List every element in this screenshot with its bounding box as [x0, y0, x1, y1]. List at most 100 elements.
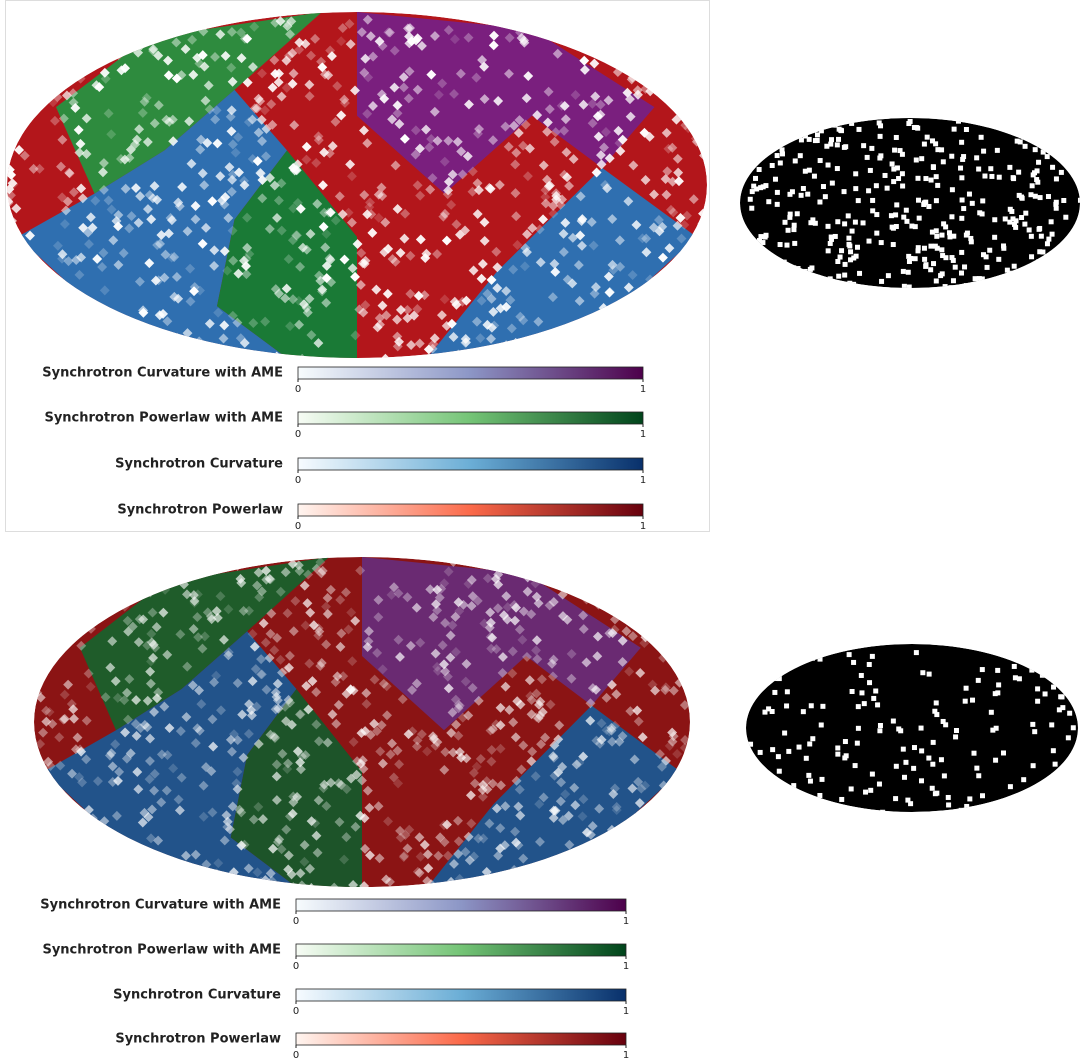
mask-pixel	[812, 174, 817, 179]
mask-pixel	[1006, 284, 1011, 289]
pixel	[679, 311, 689, 321]
pixel	[647, 309, 657, 319]
mask-pixel	[906, 254, 911, 259]
pixel	[665, 304, 675, 314]
pixel	[667, 334, 677, 344]
mask-pixel	[838, 255, 843, 260]
mask-pixel	[829, 137, 834, 142]
mask-pixel	[911, 766, 916, 771]
mask-pixel	[917, 216, 922, 221]
mask-pixel	[1008, 784, 1013, 789]
mask-pixel	[787, 192, 792, 197]
mask-pixel	[940, 271, 945, 276]
pixel	[619, 829, 629, 839]
pixel	[124, 869, 134, 879]
mask-pixel	[817, 793, 822, 798]
mask-pixel	[1017, 121, 1022, 126]
mask-pixel	[808, 278, 813, 283]
pixel	[663, 283, 673, 293]
pixel	[699, 106, 709, 116]
pixel	[108, 583, 118, 593]
pixel	[638, 823, 648, 833]
pixel	[39, 66, 49, 76]
pixel	[614, 52, 624, 62]
pixel	[102, 863, 112, 873]
mask-pixel	[782, 260, 787, 265]
colorbar	[296, 989, 626, 1001]
pixel	[86, 829, 96, 839]
mask-pixel	[815, 274, 820, 279]
pixel	[657, 812, 667, 822]
pixel	[632, 333, 642, 343]
mask-pixel	[1032, 170, 1037, 175]
mask-pixel	[810, 656, 815, 661]
colorbar-label: Synchrotron Curvature with AME	[40, 898, 281, 913]
mask-pixel	[1002, 287, 1007, 292]
pixel	[671, 626, 681, 636]
pixel	[66, 326, 76, 336]
mask-pixel	[1071, 771, 1076, 776]
colorbar-tick-label: 0	[293, 1050, 299, 1061]
mask-pixel	[1029, 269, 1034, 274]
mask-pixel	[877, 155, 882, 160]
pixel	[666, 87, 676, 97]
pixel	[667, 319, 677, 329]
pixel	[48, 28, 58, 38]
mask-pixel	[874, 231, 879, 236]
mask-pixel	[855, 741, 860, 746]
mask-pixel	[922, 142, 927, 147]
pixel	[598, 330, 608, 340]
mask-pixel	[792, 223, 797, 228]
pixel	[27, 262, 37, 272]
pixel	[697, 353, 707, 363]
mask-pixel	[1035, 686, 1040, 691]
pixel	[170, 565, 180, 575]
mask-pixel	[843, 144, 848, 149]
mask-pixel	[830, 181, 835, 186]
mask-pixel	[953, 734, 958, 739]
mask-pixel	[829, 235, 834, 240]
colorbar-tick-label: 0	[293, 961, 299, 972]
pixel	[18, 38, 28, 48]
mask-pixel	[853, 220, 858, 225]
mask-pixel	[877, 728, 882, 733]
mask-pixel	[913, 224, 918, 229]
mask-pixel	[1001, 750, 1006, 755]
mask-pixel	[853, 171, 858, 176]
mask-pixel	[905, 798, 910, 803]
mask-pixel	[755, 281, 760, 286]
mask-pixel	[935, 183, 940, 188]
mask-pixel	[1000, 119, 1005, 124]
mask-pixel	[885, 186, 890, 191]
mask-pixel	[1014, 655, 1019, 660]
pixel	[42, 37, 52, 47]
mask-pixel	[763, 235, 768, 240]
mask-pixel	[1011, 175, 1016, 180]
pixel	[632, 584, 642, 594]
pixel	[191, 16, 201, 26]
pixel	[25, 318, 35, 328]
pixel	[651, 879, 661, 889]
mask-pixel	[862, 701, 867, 706]
mask-pixel	[1051, 685, 1056, 690]
pixel	[55, 820, 65, 830]
mask-pixel	[1059, 170, 1064, 175]
mask-pixel	[894, 202, 899, 207]
pixel	[644, 617, 654, 627]
mask-pixel	[773, 177, 778, 182]
mask-pixel	[748, 742, 753, 747]
mask-pixel	[992, 235, 997, 240]
mask-pixel	[799, 137, 804, 142]
mask-pixel	[1054, 176, 1059, 181]
pixel	[31, 44, 41, 54]
mask-pixel	[1058, 694, 1063, 699]
pixel	[173, 882, 183, 892]
pixel	[669, 13, 679, 23]
pixel	[681, 593, 691, 603]
pixel	[640, 839, 650, 849]
pixel	[540, 353, 550, 363]
colorbar-label: Synchrotron Powerlaw	[115, 1032, 281, 1047]
mask-pixel	[861, 143, 866, 148]
mask-pixel	[1030, 183, 1035, 188]
pixel	[36, 847, 46, 857]
